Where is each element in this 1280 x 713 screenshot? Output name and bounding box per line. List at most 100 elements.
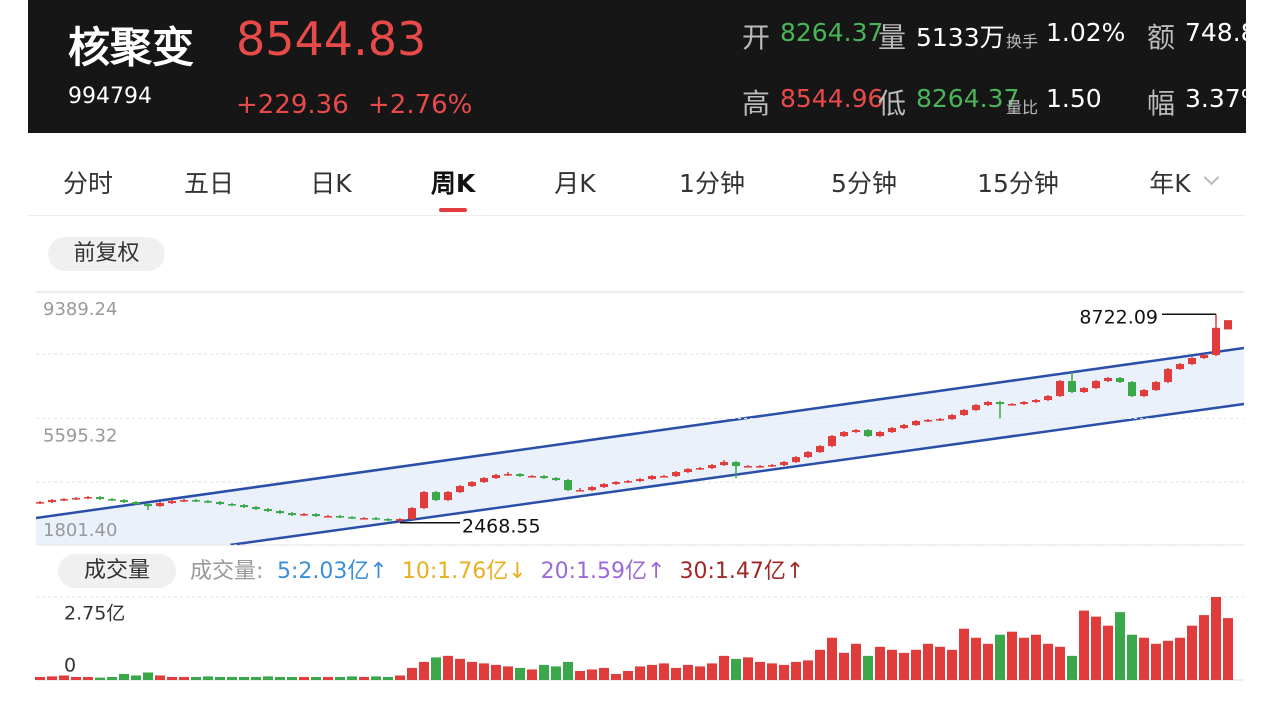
- candle-body: [384, 519, 392, 521]
- candle-body: [216, 502, 224, 505]
- volume-bar: [203, 676, 213, 680]
- volume-bar: [563, 661, 573, 680]
- candle-body: [1020, 402, 1028, 405]
- candle-body: [1140, 390, 1148, 397]
- candle-body: [876, 432, 884, 437]
- tab[interactable]: 日K: [310, 169, 352, 198]
- candle-body: [264, 509, 272, 512]
- volume-bar: [443, 655, 453, 680]
- candle-body: [192, 500, 200, 502]
- volume-bar: [323, 676, 333, 680]
- stat-label: 量比: [1006, 98, 1039, 117]
- candle-body: [72, 498, 80, 500]
- volume-bar: [539, 664, 549, 680]
- candle-body: [564, 480, 572, 491]
- stat-value: 1.50: [1046, 84, 1102, 113]
- volume-bar: [527, 669, 537, 680]
- volume-bar: [191, 676, 201, 680]
- volume-bar: [1031, 634, 1041, 680]
- candle-body: [996, 402, 1004, 405]
- volume-bar: [395, 675, 405, 680]
- volume-bar: [587, 669, 597, 680]
- volume-bar: [719, 655, 729, 680]
- volume-bar: [1187, 625, 1197, 680]
- tab[interactable]: 周K: [430, 169, 476, 198]
- candle-body: [1200, 355, 1208, 359]
- candle-body: [1068, 381, 1076, 393]
- candle-body: [1176, 364, 1184, 370]
- volume-bar: [1103, 625, 1113, 680]
- volume-bar: [875, 646, 885, 680]
- candle-body: [660, 476, 668, 478]
- volume-bar: [827, 637, 837, 680]
- volume-bar: [1055, 646, 1065, 680]
- volume-bar: [431, 657, 441, 680]
- candle-body: [888, 428, 896, 433]
- candle-body: [288, 513, 296, 516]
- volume-label: 成交量:: [190, 559, 263, 584]
- candle-body: [276, 511, 284, 514]
- stat-label: 额: [1147, 21, 1176, 54]
- stat-label: 换手: [1006, 32, 1039, 51]
- stat-value: 8264.37: [916, 84, 1020, 113]
- tab[interactable]: 五日: [183, 169, 235, 198]
- candle-body: [492, 475, 500, 479]
- volume-legend: 20:1.59亿↑: [541, 559, 666, 584]
- channel: [36, 346, 1244, 545]
- plot: 9389.24 5595.32 1801.40 8722.09 2468.55 5:2.0…: [35, 291, 1244, 681]
- volume-bar: [1139, 637, 1149, 680]
- channel-fill: [36, 348, 1244, 545]
- volume-bar: [635, 666, 645, 680]
- tab[interactable]: 月K: [554, 169, 596, 198]
- stat-value: 8544.96: [780, 84, 884, 113]
- volume-bar: [407, 667, 417, 680]
- volume-bar: [851, 643, 861, 680]
- adjust-button[interactable]: 前复权: [48, 237, 165, 271]
- volume-bar: [671, 667, 681, 680]
- volume-bar: [791, 661, 801, 680]
- volume-bar: [1019, 637, 1029, 680]
- volume-bar: [515, 667, 525, 680]
- period-tabs: 分时 五日 日K 周K 月K 1分钟 5分钟 15分钟 年K: [28, 134, 1246, 216]
- candle-body: [720, 462, 728, 466]
- tab[interactable]: 年K: [1149, 169, 1191, 198]
- candle-body: [852, 430, 860, 433]
- volume-legend: 30:1.47亿↑: [679, 559, 804, 584]
- volume-legend: 10:1.76亿↓: [402, 559, 527, 584]
- volume-bar: [131, 675, 141, 680]
- volume-bar: [599, 667, 609, 680]
- candle-body: [1008, 404, 1016, 406]
- volume-bar: [911, 649, 921, 680]
- candle-body: [420, 492, 428, 509]
- tab[interactable]: 15分钟: [977, 169, 1059, 198]
- candle-body: [480, 478, 488, 483]
- candle-body: [1080, 388, 1088, 393]
- tab[interactable]: 1分钟: [679, 169, 745, 198]
- volume-button[interactable]: 成交量: [58, 554, 176, 588]
- volume-bar: [959, 628, 969, 680]
- volume-bar: [179, 676, 189, 680]
- volume-bar: [167, 676, 177, 680]
- candle-body: [900, 425, 908, 429]
- stat-value: 5133万: [916, 23, 1005, 52]
- candle-body: [360, 518, 368, 520]
- candle-body: [228, 504, 236, 506]
- volume-bar: [803, 660, 813, 680]
- volume-bar: [143, 672, 153, 680]
- candle-body: [168, 501, 176, 504]
- channel-upper: [36, 346, 1244, 520]
- tab[interactable]: 分时: [62, 169, 114, 198]
- candle-body: [1188, 358, 1196, 365]
- candle-body: [180, 500, 188, 502]
- volume-bar: [1223, 618, 1233, 680]
- volume-bar: [743, 657, 753, 680]
- volume-bar: [455, 658, 465, 680]
- volume-bar: [575, 670, 585, 680]
- volume-bar: [683, 664, 693, 680]
- tab[interactable]: 5分钟: [831, 169, 897, 198]
- candle-body: [780, 462, 788, 466]
- volume-bar: [47, 676, 57, 680]
- candle-body: [588, 487, 596, 491]
- volume-bar: [887, 649, 897, 680]
